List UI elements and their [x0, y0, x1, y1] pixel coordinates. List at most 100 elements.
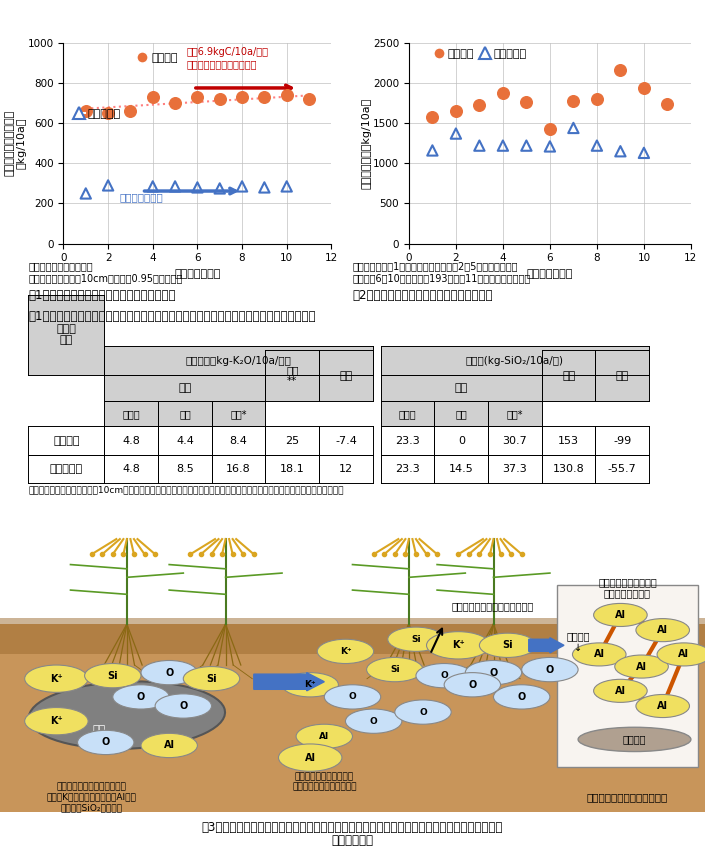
Circle shape [78, 730, 134, 755]
Point [474, 97, 485, 111]
Bar [266, 350, 319, 401]
Circle shape [25, 708, 88, 734]
Text: アルミニウムと炭素が
結合して難分解化: アルミニウムと炭素が 結合して難分解化 [598, 577, 657, 598]
Text: 図3　イネの鉱物中カリウム・ケイ酸吸収により、土壌に難分解性炭素が形成・蓄積する概念図: 図3 イネの鉱物中カリウム・ケイ酸吸収により、土壌に難分解性炭素が形成・蓄積する… [202, 821, 503, 834]
Circle shape [113, 685, 169, 709]
Ellipse shape [578, 728, 691, 752]
Text: 増加傾向はない: 増加傾向はない [119, 192, 163, 202]
Bar [434, 401, 488, 427]
Circle shape [367, 657, 423, 681]
FancyBboxPatch shape [0, 509, 705, 624]
Circle shape [317, 640, 374, 663]
Circle shape [395, 700, 451, 724]
Point [497, 86, 508, 99]
Text: 灌漑水: 灌漑水 [399, 409, 417, 419]
Text: K⁺: K⁺ [50, 716, 63, 726]
Text: 12: 12 [339, 464, 353, 474]
Text: Al: Al [594, 650, 605, 659]
Point [281, 88, 293, 102]
Circle shape [296, 724, 352, 748]
Text: Al: Al [615, 610, 626, 620]
Point [450, 127, 462, 140]
Text: 16.8: 16.8 [226, 464, 251, 474]
Text: -99: -99 [613, 435, 632, 445]
Text: Al: Al [164, 740, 175, 751]
Text: O: O [349, 693, 356, 701]
Text: 鉱物: 鉱物 [92, 725, 105, 735]
Text: -7.4: -7.4 [335, 435, 357, 445]
Point [214, 181, 226, 195]
Text: 8.5: 8.5 [176, 464, 194, 474]
Text: 肥料: 肥料 [179, 409, 191, 419]
Text: 図2　多収イネとコシヒカリの乾物重の推移: 図2 多収イネとコシヒカリの乾物重の推移 [352, 289, 493, 302]
Circle shape [427, 632, 490, 659]
Point [169, 180, 180, 193]
Circle shape [615, 655, 668, 678]
Point [236, 180, 247, 193]
Bar [381, 346, 649, 374]
Point [80, 104, 92, 118]
Text: 平均6.9kgC/10a/年の
難分解性炭素が土壌に蓄積: 平均6.9kgC/10a/年の 難分解性炭素が土壌に蓄積 [186, 47, 268, 69]
Text: K⁺: K⁺ [452, 640, 465, 651]
Text: Si: Si [502, 640, 513, 651]
Text: Si: Si [411, 634, 421, 644]
Text: O: O [179, 701, 188, 711]
Text: 18.1: 18.1 [280, 464, 305, 474]
Circle shape [636, 694, 689, 717]
Text: 収支: 収支 [339, 370, 352, 380]
Text: 図1　水田土壌のピロリン酸可溶性炭素の推移: 図1 水田土壌のピロリン酸可溶性炭素の推移 [28, 289, 176, 302]
Point [281, 180, 293, 193]
Text: 8.4: 8.4 [230, 435, 247, 445]
Circle shape [465, 660, 522, 685]
Point [214, 92, 226, 106]
Text: イネの根が鉱物の表面のカリ
ウム（K）、アルミニウム（Al）、
ケイ酸（SiO₂）を溶出: イネの根が鉱物の表面のカリ ウム（K）、アルミニウム（Al）、 ケイ酸（SiO₂… [47, 782, 137, 812]
Circle shape [594, 680, 647, 702]
Circle shape [141, 734, 197, 758]
Bar [542, 350, 596, 401]
Point [125, 104, 136, 118]
Text: 4.8: 4.8 [122, 464, 140, 474]
Text: 4.8: 4.8 [122, 435, 140, 445]
Text: カリウムとケイ酸はイネが吸収: カリウムとケイ酸はイネが吸収 [451, 601, 534, 610]
Text: 23.3: 23.3 [396, 435, 420, 445]
Text: 25: 25 [286, 435, 300, 445]
Text: 23.3: 23.3 [396, 464, 420, 474]
Point [568, 94, 579, 108]
Text: O: O [370, 716, 377, 726]
Bar [104, 374, 266, 401]
Text: 多収イネ: 多収イネ [53, 435, 80, 445]
Bar [104, 401, 158, 427]
Text: Al: Al [615, 686, 626, 696]
Circle shape [444, 673, 501, 697]
Bar [158, 401, 212, 427]
Point [474, 139, 485, 152]
FancyBboxPatch shape [557, 585, 698, 767]
Circle shape [522, 657, 578, 681]
Y-axis label: ピロリン酸可溶性炭素
（kg/10a）: ピロリン酸可溶性炭素 （kg/10a） [5, 110, 26, 176]
Text: 吸収
**: 吸収 ** [286, 365, 298, 386]
Text: 37.3: 37.3 [503, 464, 527, 474]
Point [427, 109, 438, 123]
Text: ＊土壌由来の供給量は作土を10cmとして交換性カリウムと可給態ケイ酸含有量から算出した。＊＊稲わらはすべて持ち出し。: ＊土壌由来の供給量は作土を10cmとして交換性カリウムと可給態ケイ酸含有量から算… [28, 486, 344, 495]
Point [497, 139, 508, 152]
X-axis label: 栽培年数（年）: 栽培年数（年） [527, 269, 573, 279]
Text: 吸収: 吸収 [562, 370, 575, 380]
Text: イネの
種類: イネの 種類 [56, 324, 76, 345]
Point [662, 97, 673, 110]
Text: 30.7: 30.7 [503, 435, 527, 445]
Text: 炭素の鎖
↓: 炭素の鎖 ↓ [566, 632, 590, 653]
Circle shape [155, 694, 212, 718]
Circle shape [345, 709, 402, 734]
Text: 肥料: 肥料 [455, 409, 467, 419]
Bar [381, 374, 542, 401]
Text: K⁺: K⁺ [340, 647, 351, 656]
Text: -55.7: -55.7 [608, 464, 637, 474]
Point [147, 90, 159, 103]
FancyBboxPatch shape [0, 618, 705, 654]
Text: K⁺: K⁺ [305, 681, 316, 689]
FancyArrow shape [254, 673, 324, 691]
Text: 土壌*: 土壌* [507, 409, 523, 419]
Point [427, 144, 438, 157]
Text: ター」、6〜10年目「北陸193号」、11年目「たちすずか」: ター」、6〜10年目「北陸193号」、11年目「たちすずか」 [352, 273, 531, 283]
Text: 14.5: 14.5 [449, 464, 474, 474]
